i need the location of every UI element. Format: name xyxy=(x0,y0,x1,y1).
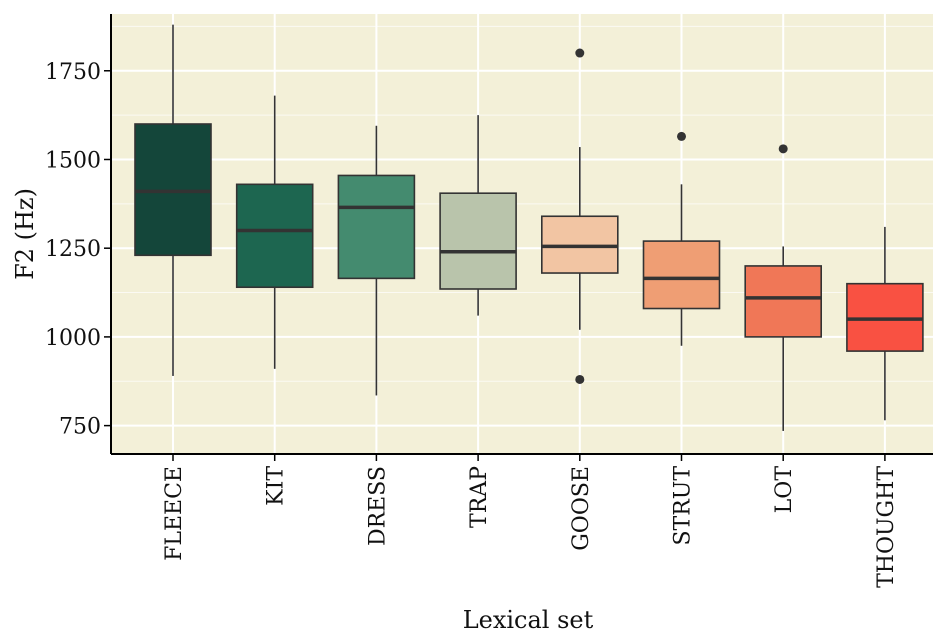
x-tick-label: DRESS xyxy=(365,466,390,546)
iqr-box xyxy=(846,282,924,352)
iqr-box xyxy=(744,265,823,338)
y-tick-label: 1000 xyxy=(45,326,101,351)
outlier-point xyxy=(575,48,585,58)
x-tick-label: GOOSE xyxy=(569,466,594,551)
x-tick-label: FLEECE xyxy=(162,466,187,561)
box-group xyxy=(134,24,924,431)
box-lot xyxy=(744,144,823,431)
iqr-box xyxy=(235,183,314,289)
y-tick-label: 1750 xyxy=(45,60,101,85)
outlier-point xyxy=(575,374,585,384)
box-goose xyxy=(540,48,619,384)
box-strut xyxy=(642,131,721,346)
box-fleece xyxy=(134,24,212,376)
y-axis-ticks: 750 1000 1250 1500 1750 xyxy=(45,60,111,440)
x-tick-label: TRAP xyxy=(467,466,492,528)
iqr-box xyxy=(134,123,212,257)
outlier-point xyxy=(778,144,788,154)
outlier-point xyxy=(677,131,686,141)
iqr-box xyxy=(540,215,619,274)
y-tick-label: 1500 xyxy=(45,148,101,173)
iqr-box xyxy=(642,240,721,310)
x-tick-label: THOUGHT xyxy=(874,466,899,588)
x-tick-label: KIT xyxy=(264,466,289,506)
box-trap xyxy=(439,115,517,316)
y-axis-title: F2 (Hz) xyxy=(11,188,39,280)
y-tick-label: 1250 xyxy=(45,237,101,262)
iqr-box xyxy=(337,174,416,280)
box-kit xyxy=(235,95,314,369)
y-tick-label: 750 xyxy=(59,415,101,440)
plot-panel xyxy=(111,14,933,454)
x-axis-ticks: FLEECE KIT DRESS TRAP GOOSE STRUT LOT THOUGHT xyxy=(162,454,899,588)
x-tick-label: LOT xyxy=(772,466,797,514)
box-thought xyxy=(846,226,924,421)
x-axis-title: Lexical set xyxy=(463,606,594,634)
x-tick-label: STRUT xyxy=(671,466,696,546)
box-dress xyxy=(337,125,416,396)
iqr-box xyxy=(439,192,517,290)
